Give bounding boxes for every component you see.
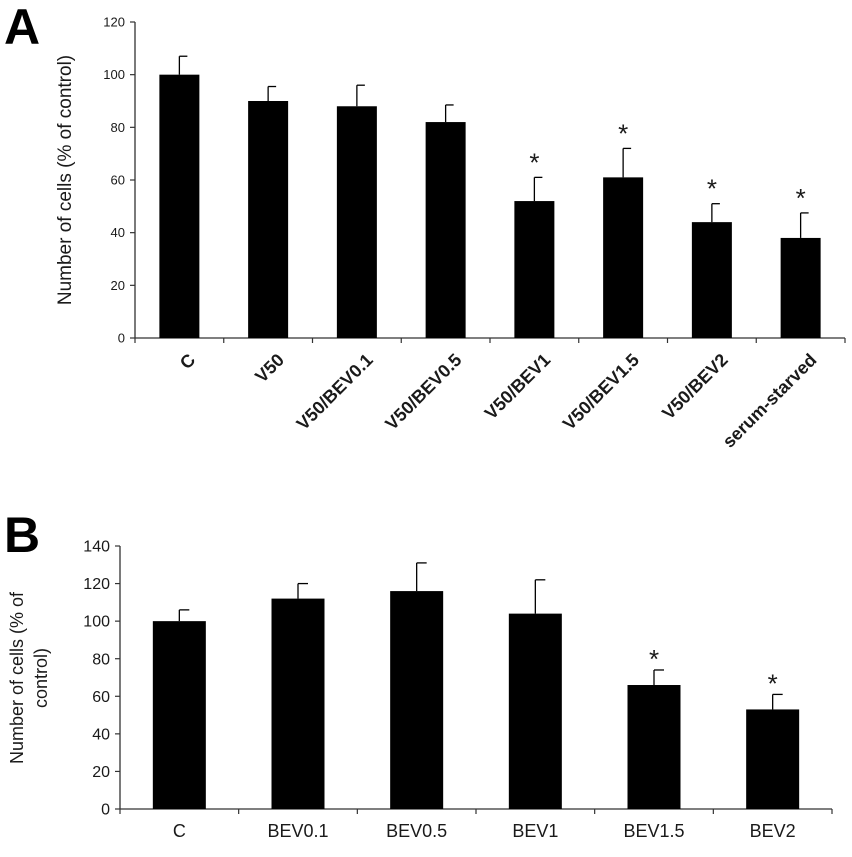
- y-axis-title: Number of cells (% of control): [55, 55, 76, 305]
- significance-star: *: [796, 183, 806, 213]
- significance-star: *: [707, 174, 717, 204]
- x-tick-label: BEV1.5: [623, 821, 684, 841]
- y-tick-label: 80: [111, 120, 125, 135]
- x-tick-label: C: [176, 350, 199, 373]
- x-tick-label: C: [173, 821, 186, 841]
- x-tick-label: V50/BEV1.5: [559, 350, 643, 434]
- bar: [603, 177, 644, 338]
- y-tick-label: 120: [83, 576, 110, 593]
- y-tick-label: 40: [92, 726, 110, 743]
- chart-b: 0 20 40 60 80 100 120 140 C BEV0.1 BEV0.5 BEV1 * BEV1…: [7, 539, 833, 841]
- bar: [152, 621, 206, 809]
- bar: [746, 709, 800, 809]
- x-tick-label: V50/BEV1: [481, 350, 555, 424]
- y-tick-label: 140: [83, 539, 110, 556]
- x-tick-label: BEV0.5: [386, 821, 447, 841]
- bar: [390, 591, 444, 809]
- x-tick-label: V50/BEV0.1: [293, 350, 377, 434]
- x-tick-label: BEV1: [512, 821, 558, 841]
- bar: [514, 201, 555, 338]
- y-axis-title: control): [31, 648, 51, 708]
- panel-b: B 0 20 40 60 80 100 120 140 C BEV0.1 BEV0.5 BEV1 * BE…: [0, 500, 852, 857]
- x-tick-label: V50/BEV0.5: [381, 350, 465, 434]
- chart-a: 0 20 40 60 80 100 120 C V50 V50/BEV0.1 V50/BEV0.5 *…: [55, 15, 846, 452]
- significance-star: *: [618, 118, 628, 148]
- y-tick-label: 100: [103, 67, 125, 82]
- y-tick-label: 0: [118, 331, 125, 346]
- y-tick-label: 20: [92, 764, 110, 781]
- significance-star: *: [649, 644, 659, 674]
- panel-a: A 0 20 40 60 80 100 120 C V50 V50/BEV0.1 V50/BEV0.…: [4, 0, 846, 452]
- bar: [691, 222, 732, 338]
- x-tick-label: V50: [251, 350, 288, 387]
- x-tick-label: BEV0.1: [267, 821, 328, 841]
- bar: [627, 685, 681, 809]
- panel-a-letter: A: [4, 0, 41, 55]
- y-tick-label: 80: [92, 651, 110, 668]
- y-tick-label: 100: [83, 614, 110, 631]
- y-tick-label: 0: [101, 802, 110, 819]
- y-tick-label: 20: [111, 278, 125, 293]
- bar: [780, 237, 821, 338]
- panel-b-letter: B: [4, 507, 41, 563]
- significance-star: *: [768, 668, 778, 698]
- y-tick-label: 40: [111, 225, 125, 240]
- bar: [159, 74, 200, 339]
- x-tick-label: V50/BEV2: [658, 350, 732, 424]
- y-tick-label: 120: [103, 15, 125, 30]
- significance-star: *: [529, 147, 539, 177]
- y-tick-label: 60: [92, 689, 110, 706]
- y-axis-title: Number of cells (% of: [7, 591, 27, 764]
- y-tick-label: 60: [111, 173, 125, 188]
- bar: [508, 613, 562, 809]
- bar: [271, 598, 325, 809]
- x-tick-label: serum-starved: [719, 350, 821, 452]
- bar: [425, 122, 466, 338]
- bar: [336, 106, 377, 339]
- bar: [248, 101, 289, 338]
- x-tick-label: BEV2: [750, 821, 796, 841]
